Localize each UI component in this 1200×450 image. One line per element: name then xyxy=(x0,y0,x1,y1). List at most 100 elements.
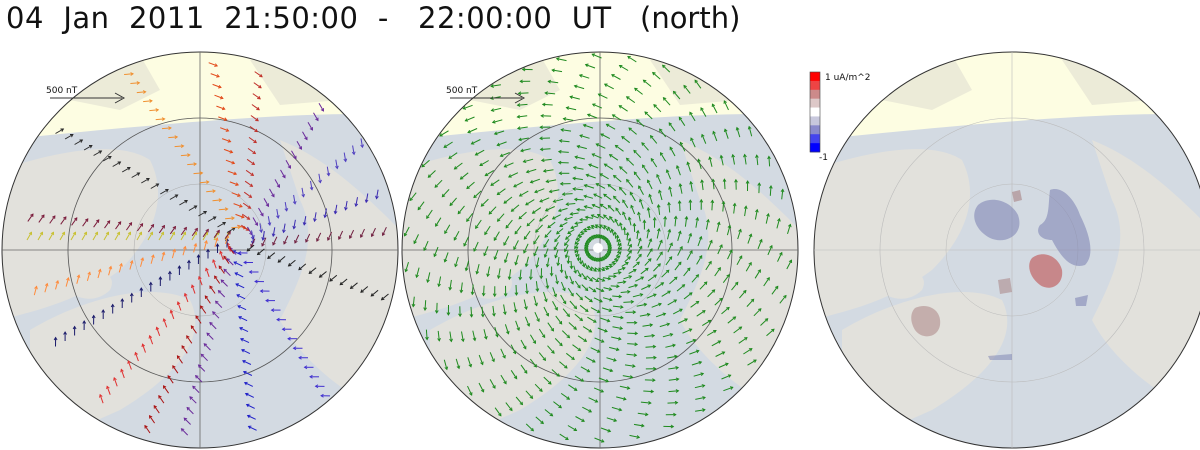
magnetic-vector-head xyxy=(218,265,223,270)
current-vector xyxy=(492,119,503,123)
magnetic-vector xyxy=(236,294,246,300)
current-vector xyxy=(638,212,641,222)
magnetic-vector-head xyxy=(259,229,263,234)
current-vector-head xyxy=(688,232,693,237)
magnetic-vector-head xyxy=(287,165,291,169)
current-vector xyxy=(690,137,696,148)
magnetic-vector-head xyxy=(200,305,204,309)
current-vector-head xyxy=(433,253,437,258)
magnetic-vector xyxy=(158,225,165,234)
magnetic-vector-head xyxy=(256,106,260,111)
magnetic-vector-head xyxy=(354,203,359,207)
current-vector xyxy=(492,305,495,316)
magnetic-vector xyxy=(125,222,133,231)
current-vector-head xyxy=(559,269,564,274)
magnetic-vector-head xyxy=(161,224,166,229)
current-vector-head xyxy=(473,248,477,252)
current-vector-head xyxy=(514,230,518,235)
current-vector-head xyxy=(437,283,441,288)
current-vector-head xyxy=(510,208,515,212)
current-vector xyxy=(716,222,720,233)
magnetic-vector-head xyxy=(158,394,162,399)
magnetic-vector xyxy=(55,280,59,290)
current-vector-head xyxy=(577,233,581,237)
current-vector-head xyxy=(551,68,555,73)
current-vector-head xyxy=(526,222,531,227)
current-vector xyxy=(630,205,636,215)
current-vector xyxy=(544,230,552,238)
current-vector-head xyxy=(584,240,589,245)
magnetic-vector xyxy=(76,274,80,284)
current-vector xyxy=(591,214,599,219)
current-vector-head xyxy=(557,208,562,213)
current-vector-head xyxy=(573,197,578,202)
current-vector xyxy=(601,307,612,312)
current-vector-head xyxy=(423,307,427,311)
current-vector xyxy=(497,188,506,196)
magnetic-vector-head xyxy=(370,293,375,297)
current-vector xyxy=(567,425,577,432)
current-vector-head xyxy=(464,267,469,272)
current-vector-head xyxy=(743,205,748,210)
current-vector xyxy=(500,152,510,157)
current-vector-head xyxy=(449,202,453,207)
magnetic-vector xyxy=(339,278,348,286)
magnetic-vector xyxy=(60,216,67,225)
current-vector-head xyxy=(575,253,579,258)
magnetic-vector xyxy=(241,349,251,355)
magnetic-vector xyxy=(167,375,174,384)
current-vector-head xyxy=(513,375,518,380)
current-vector-head xyxy=(641,164,646,169)
current-vector xyxy=(494,326,499,337)
magnetic-vector xyxy=(349,229,355,239)
current-vector xyxy=(483,285,485,296)
current-vector xyxy=(690,181,693,192)
current-vector xyxy=(660,152,667,162)
current-vector-head xyxy=(493,256,498,261)
current-vector-head xyxy=(605,123,610,128)
current-vector-head xyxy=(625,231,630,236)
current-vector xyxy=(636,119,645,127)
current-vector-head xyxy=(607,428,612,433)
current-vector-head xyxy=(404,268,409,273)
current-vector-head xyxy=(572,176,576,181)
current-vector-head xyxy=(481,292,486,297)
current-vector-head xyxy=(525,290,529,295)
current-vector-head xyxy=(648,401,652,405)
magnetic-vector xyxy=(269,188,275,197)
current-vector xyxy=(510,344,517,354)
current-vector xyxy=(466,213,474,222)
magnetic-vector xyxy=(174,145,184,148)
current-vector xyxy=(600,317,610,322)
current-vector xyxy=(488,206,497,215)
magnetic-vector-head xyxy=(375,195,379,200)
current-vector-head xyxy=(579,317,584,322)
current-vector-head xyxy=(667,290,671,294)
current-vector-head xyxy=(596,258,601,262)
current-vector xyxy=(585,356,596,363)
current-vector-head xyxy=(726,306,730,311)
current-vector-head xyxy=(618,222,623,226)
current-vector-head xyxy=(729,249,733,254)
current-vector xyxy=(490,179,500,186)
current-vector-head xyxy=(665,269,670,274)
current-vector xyxy=(551,369,560,377)
magnetic-vector-head xyxy=(234,272,239,276)
current-vector-head xyxy=(618,64,623,69)
magnetic-vector xyxy=(259,223,262,233)
current-vector-head xyxy=(745,180,750,184)
current-vector xyxy=(604,83,614,90)
current-vector xyxy=(607,205,615,212)
current-vector-head xyxy=(423,247,427,252)
current-vector xyxy=(526,218,535,227)
current-vector-head xyxy=(472,337,477,342)
magnetic-vector-head xyxy=(106,220,111,224)
magnetic-vector xyxy=(254,71,263,78)
current-vector-head xyxy=(466,185,470,190)
magnetic-vector xyxy=(179,200,188,206)
current-vector-head xyxy=(652,71,656,76)
magnetic-vector xyxy=(247,147,256,155)
current-vector-head xyxy=(593,268,597,272)
current-vector-head xyxy=(503,259,508,264)
magnetic-vector-head xyxy=(261,242,265,247)
